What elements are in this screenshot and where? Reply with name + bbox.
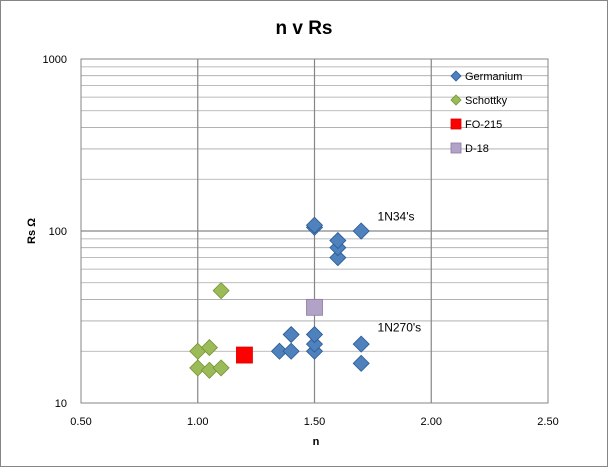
- data-point-schottky: [200, 339, 218, 357]
- legend-marker-germanium: [450, 70, 462, 82]
- data-points: [189, 216, 370, 379]
- chart-title: n v Rs: [275, 18, 332, 39]
- data-point-schottky: [189, 359, 207, 377]
- data-point-germanium: [282, 325, 300, 344]
- x-tick-label: 1.00: [187, 416, 208, 428]
- tick-labels: 0.50 1.00 1.50 2.00 2.50 10 100 1000: [43, 54, 559, 428]
- data-point-germanium: [329, 249, 347, 267]
- plot-area: [80, 58, 549, 404]
- data-point-germanium: [270, 342, 289, 360]
- data-point-schottky: [212, 359, 230, 377]
- y-axis-label: Rs Ω: [26, 218, 38, 244]
- legend-marker-fo-215: [450, 118, 462, 130]
- x-tick-label: 1.50: [304, 416, 325, 428]
- legend-label-germanium: Germanium: [465, 71, 522, 83]
- y-tick-label: 1000: [43, 54, 67, 66]
- data-point-germanium: [305, 216, 324, 234]
- x-tick-label: 0.50: [70, 416, 91, 428]
- data-point-schottky: [212, 282, 230, 300]
- data-point-germanium: [352, 335, 370, 353]
- legend-label-d-18: D-18: [465, 143, 489, 155]
- y-tick-label: 10: [55, 398, 67, 410]
- annotation-label: 1N34's: [378, 210, 415, 224]
- annotations: 1N34's 1N270's: [378, 210, 422, 335]
- data-point-germanium: [352, 354, 370, 372]
- data-point-germanium: [352, 222, 370, 240]
- y-tick-label: 100: [49, 226, 67, 238]
- data-point-germanium: [305, 325, 324, 344]
- data-point-d-18: [306, 298, 323, 316]
- legend: Germanium Schottky FO-215 D-18: [450, 70, 522, 155]
- x-tick-label: 2.00: [421, 416, 442, 428]
- data-point-germanium: [282, 342, 300, 360]
- data-point-germanium: [305, 335, 324, 353]
- legend-label-schottky: Schottky: [465, 95, 508, 107]
- annotation-label: 1N270's: [378, 321, 422, 335]
- legend-marker-d-18: [450, 142, 462, 154]
- legend-label-fo-215: FO-215: [465, 119, 502, 131]
- data-point-fo-215: [236, 346, 253, 364]
- legend-marker-schottky: [450, 94, 462, 106]
- data-point-germanium: [329, 231, 347, 250]
- x-axis-label: n: [313, 436, 320, 448]
- x-tick-label: 2.50: [537, 416, 558, 428]
